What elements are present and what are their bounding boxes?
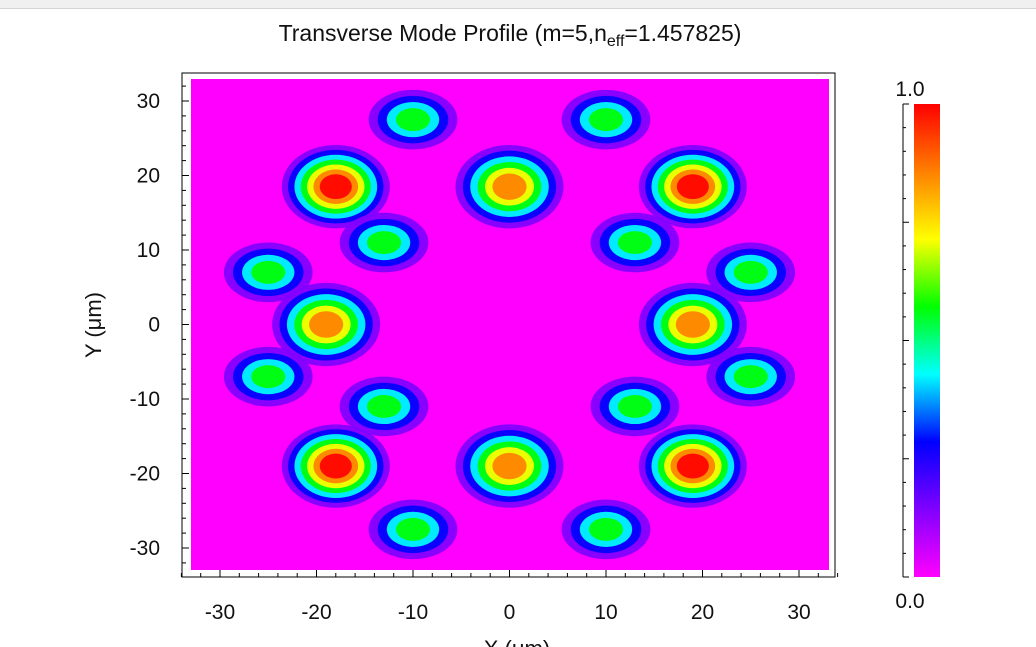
heatmap-band xyxy=(251,365,286,389)
heatmap-band xyxy=(675,311,710,338)
heatmap-lobe xyxy=(561,89,651,150)
x-tick-label: 30 xyxy=(787,601,810,624)
heatmap-band xyxy=(617,231,653,255)
y-tick-label: -20 xyxy=(130,463,160,486)
heatmap-band xyxy=(309,311,344,338)
heatmap-lobe xyxy=(706,242,796,303)
heatmap-lobe xyxy=(590,376,680,437)
x-tick-label: 10 xyxy=(594,601,617,624)
heatmap-band xyxy=(617,394,653,418)
heatmap-lobe xyxy=(455,144,564,229)
colorbar-gradient xyxy=(914,104,940,577)
heatmap-lobe xyxy=(706,346,796,407)
heatmap-band xyxy=(588,108,624,132)
heatmap-lobe xyxy=(368,89,458,150)
heatmap-band xyxy=(395,108,431,132)
heatmap-band xyxy=(676,453,709,479)
x-tick-label: -20 xyxy=(301,601,331,624)
heatmap-lobe xyxy=(561,499,651,560)
colorbar-min-label: 0.0 xyxy=(895,590,924,613)
x-tick-label: -10 xyxy=(398,601,428,624)
chart-title-end: =1.457825) xyxy=(624,20,742,46)
chart-title: Transverse Mode Profile (m=5,neff=1.4578… xyxy=(0,20,1020,50)
x-axis-label: X (μm) xyxy=(484,636,550,647)
colorbar: 1.0 0.0 xyxy=(895,78,940,613)
window-top-edge xyxy=(0,0,1036,9)
heatmap-band xyxy=(319,174,352,200)
x-tick-label: -30 xyxy=(205,601,235,624)
heatmap-lobe xyxy=(281,424,390,508)
y-tick-label: -10 xyxy=(130,388,160,411)
heatmap-lobe xyxy=(281,144,390,229)
heatmap-layer xyxy=(223,89,796,560)
heatmap-band xyxy=(492,173,527,200)
y-tick-label: 0 xyxy=(148,314,160,337)
heatmap-band xyxy=(366,231,402,255)
y-tick-label: -30 xyxy=(130,537,160,560)
heatmap-lobe xyxy=(590,212,680,273)
heatmap-lobe xyxy=(638,424,747,508)
heatmap-band xyxy=(676,174,709,200)
colorbar-ticks xyxy=(902,103,909,578)
heatmap-lobe xyxy=(455,424,564,508)
heatmap-lobe xyxy=(368,499,458,560)
heatmap-band xyxy=(733,365,768,389)
heatmap-lobe xyxy=(339,212,429,273)
x-tick-label: 0 xyxy=(504,601,516,624)
colorbar-max-label: 1.0 xyxy=(895,78,924,101)
y-axis-label: Y (μm) xyxy=(81,292,106,358)
x-tick-label: 20 xyxy=(691,601,714,624)
heatmap-lobe xyxy=(638,282,747,367)
y-tick-label: 20 xyxy=(137,165,160,188)
y-tick-label: 10 xyxy=(137,239,160,262)
heatmap-band xyxy=(251,260,286,284)
heatmap-lobe xyxy=(339,376,429,437)
chart-title-subscript: eff xyxy=(606,33,625,50)
x-axis: -30 -20 -10 0 10 20 30 xyxy=(180,570,839,624)
heatmap-lobe xyxy=(272,282,381,367)
heatmap-lobe xyxy=(223,346,313,407)
heatmap-band xyxy=(733,260,768,284)
heatmap-lobe xyxy=(223,242,313,303)
heatmap-band xyxy=(319,453,352,479)
heatmap-band xyxy=(366,394,402,418)
chart-title-main: Transverse Mode Profile (m=5,n xyxy=(278,20,607,46)
y-tick-label: 30 xyxy=(137,90,160,113)
heatmap-lobe xyxy=(638,144,747,229)
y-axis: 30 20 10 0 -10 -20 -30 xyxy=(130,85,189,564)
heatmap-band xyxy=(395,517,431,541)
heatmap-band xyxy=(492,452,527,480)
heatmap-band xyxy=(588,517,624,541)
